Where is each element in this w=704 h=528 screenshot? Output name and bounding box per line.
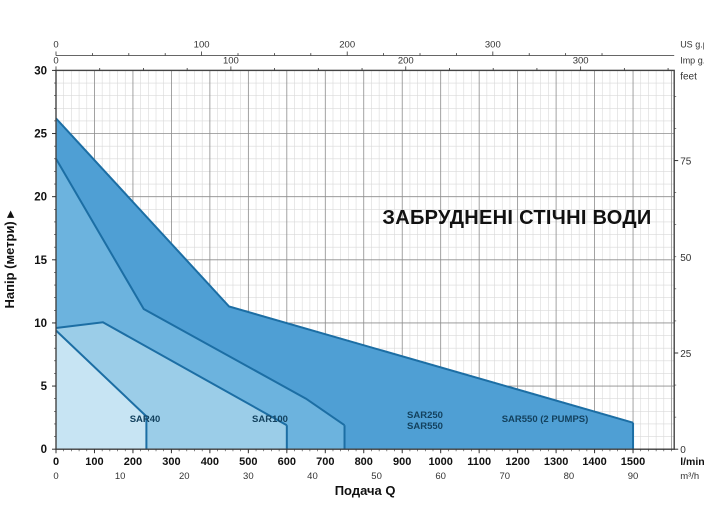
svg-text:300: 300 <box>485 39 501 50</box>
svg-text:300: 300 <box>573 55 589 66</box>
svg-text:30: 30 <box>243 471 254 482</box>
svg-text:10: 10 <box>115 471 126 482</box>
svg-text:SAR550 (2 PUMPS): SAR550 (2 PUMPS) <box>502 414 589 425</box>
svg-text:100: 100 <box>194 39 210 50</box>
svg-text:200: 200 <box>339 39 355 50</box>
svg-text:1400: 1400 <box>582 456 606 468</box>
svg-text:200: 200 <box>398 55 414 66</box>
svg-text:20: 20 <box>179 471 190 482</box>
svg-text:70: 70 <box>500 471 511 482</box>
svg-text:10: 10 <box>34 318 47 330</box>
svg-text:50: 50 <box>680 253 692 264</box>
svg-text:0: 0 <box>53 39 58 50</box>
svg-text:25: 25 <box>680 349 692 360</box>
svg-text:100: 100 <box>85 456 103 468</box>
svg-text:50: 50 <box>371 471 382 482</box>
svg-text:feet: feet <box>680 71 697 82</box>
svg-text:600: 600 <box>278 456 296 468</box>
svg-text:700: 700 <box>316 456 334 468</box>
svg-text:SAR40: SAR40 <box>130 414 161 425</box>
svg-text:SAR100: SAR100 <box>252 414 288 425</box>
svg-text:0: 0 <box>53 471 58 482</box>
svg-text:90: 90 <box>628 471 639 482</box>
svg-text:1200: 1200 <box>505 456 529 468</box>
svg-text:0: 0 <box>680 445 686 456</box>
svg-text:0: 0 <box>53 456 59 468</box>
svg-text:0: 0 <box>41 444 47 456</box>
svg-text:20: 20 <box>34 192 47 204</box>
svg-text:75: 75 <box>680 157 692 168</box>
svg-text:100: 100 <box>223 55 239 66</box>
svg-text:25: 25 <box>34 129 47 141</box>
svg-text:1000: 1000 <box>428 456 452 468</box>
svg-text:SAR250: SAR250 <box>407 410 443 421</box>
svg-text:15: 15 <box>34 255 47 267</box>
svg-text:m³/h: m³/h <box>680 471 699 482</box>
svg-text:0: 0 <box>53 55 58 66</box>
svg-text:Подача Q: Подача Q <box>335 483 396 498</box>
svg-text:80: 80 <box>564 471 575 482</box>
svg-text:1300: 1300 <box>544 456 568 468</box>
svg-text:Imp g.p.m.: Imp g.p.m. <box>680 55 704 65</box>
svg-text:200: 200 <box>124 456 142 468</box>
svg-text:60: 60 <box>435 471 446 482</box>
svg-text:1100: 1100 <box>467 456 491 468</box>
svg-text:500: 500 <box>239 456 257 468</box>
svg-text:400: 400 <box>201 456 219 468</box>
svg-text:30: 30 <box>34 65 47 77</box>
svg-text:Напір (метри) ▸: Напір (метри) ▸ <box>2 210 17 309</box>
svg-text:SAR550: SAR550 <box>407 421 443 432</box>
svg-text:800: 800 <box>355 456 373 468</box>
svg-text:900: 900 <box>393 456 411 468</box>
svg-text:40: 40 <box>307 471 318 482</box>
svg-text:ЗАБРУДНЕНІ СТІЧНІ ВОДИ: ЗАБРУДНЕНІ СТІЧНІ ВОДИ <box>382 207 651 229</box>
svg-text:US g.p.m.: US g.p.m. <box>680 39 704 49</box>
svg-text:l/min: l/min <box>680 456 704 468</box>
svg-text:5: 5 <box>41 381 48 393</box>
svg-text:300: 300 <box>162 456 180 468</box>
svg-text:1500: 1500 <box>621 456 645 468</box>
